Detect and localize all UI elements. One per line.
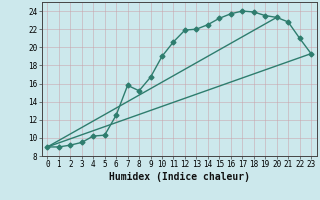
X-axis label: Humidex (Indice chaleur): Humidex (Indice chaleur) bbox=[109, 172, 250, 182]
